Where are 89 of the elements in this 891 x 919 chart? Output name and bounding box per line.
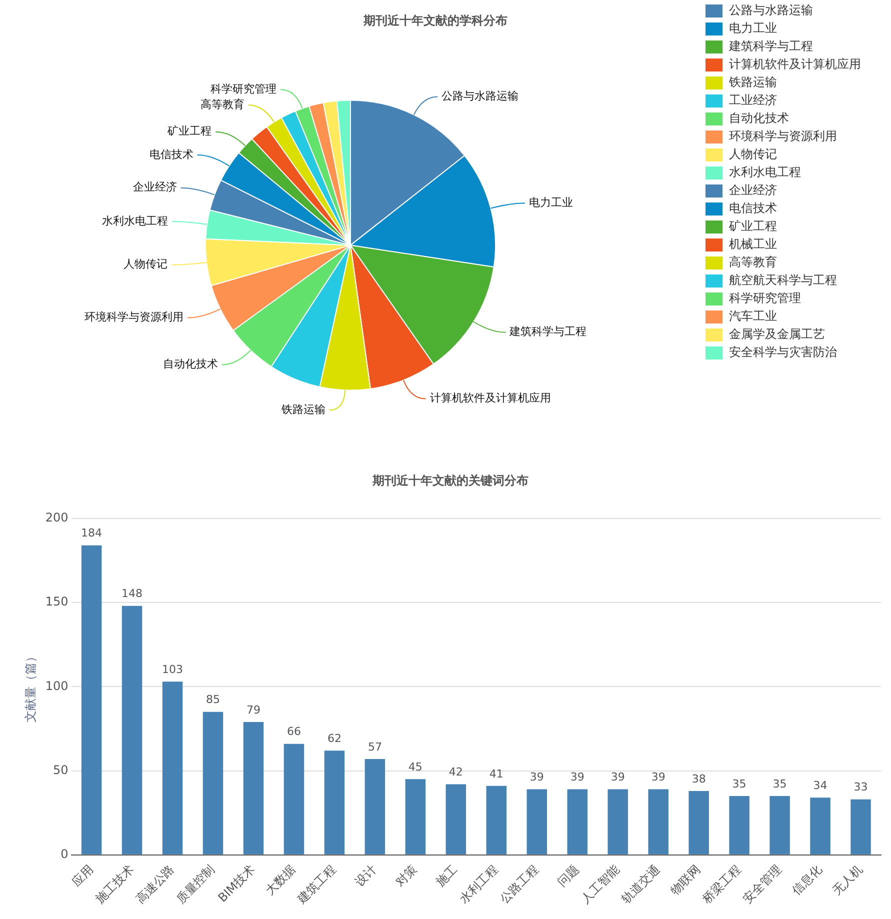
bar bbox=[648, 789, 668, 854]
x-tick-label: 信息化 bbox=[789, 862, 825, 898]
data-label: 38 bbox=[692, 772, 706, 786]
data-label: 35 bbox=[772, 777, 787, 790]
legend-label: 机械工业 bbox=[729, 237, 777, 252]
x-tick-label: 无人机 bbox=[830, 862, 866, 898]
slice-label: 电信技术 bbox=[149, 148, 194, 161]
bar bbox=[405, 779, 426, 854]
data-label: 39 bbox=[651, 770, 666, 784]
slice-label: 矿业工程 bbox=[166, 124, 212, 138]
legend-label: 航空航天科学与工程 bbox=[729, 273, 837, 288]
y-tick-label: 0 bbox=[60, 847, 68, 861]
slice-label: 自动化技术 bbox=[162, 358, 218, 371]
legend-label: 汽车工业 bbox=[729, 309, 777, 324]
legend-label: 矿业工程 bbox=[728, 219, 777, 234]
bar bbox=[526, 789, 547, 854]
bar bbox=[486, 786, 507, 854]
legend-label: 人物传记 bbox=[729, 147, 777, 162]
bar bbox=[284, 744, 304, 854]
data-label: 35 bbox=[732, 777, 746, 790]
data-label: 85 bbox=[206, 693, 220, 706]
legend-label: 科学研究管理 bbox=[729, 291, 801, 306]
y-axis-title: 文献量（篇） bbox=[23, 650, 38, 723]
legend-label: 金属学及金属工艺 bbox=[729, 327, 825, 342]
slice-label: 企业经济 bbox=[132, 180, 177, 194]
y-tick-label: 200 bbox=[45, 510, 68, 525]
data-label: 66 bbox=[286, 725, 301, 738]
y-tick-label: 50 bbox=[53, 762, 68, 777]
y-tick-label: 100 bbox=[45, 678, 68, 693]
bar bbox=[729, 796, 750, 854]
legend-label: 计算机软件及计算机应用 bbox=[729, 57, 861, 72]
data-label: 103 bbox=[162, 662, 184, 676]
bar bbox=[364, 758, 386, 854]
legend-label: 企业经济 bbox=[729, 183, 777, 198]
legend-label: 水利水电工程 bbox=[729, 165, 801, 180]
slice-label: 高等教育 bbox=[200, 98, 244, 111]
x-tick-label: 轨道交通 bbox=[618, 862, 663, 906]
bar bbox=[324, 750, 345, 854]
bar bbox=[162, 682, 183, 854]
slice-label: 人物传记 bbox=[124, 258, 168, 271]
slice-label: 计算机软件及计算机应用 bbox=[430, 392, 551, 405]
data-label: 57 bbox=[368, 740, 382, 754]
legend-label: 建筑科学与工程 bbox=[728, 39, 813, 54]
data-label: 39 bbox=[570, 770, 584, 784]
data-label: 42 bbox=[448, 766, 463, 779]
text: 期刊近十年文献的学科分布 bbox=[362, 13, 508, 28]
legend-label: 安全科学与灾害防治 bbox=[729, 345, 837, 360]
bar bbox=[608, 789, 628, 854]
bar bbox=[243, 722, 264, 854]
bar bbox=[850, 799, 871, 854]
data-label: 45 bbox=[408, 760, 422, 774]
slice-label: 电力工业 bbox=[529, 196, 574, 210]
legend-label: 高等教育 bbox=[729, 255, 777, 270]
x-tick-label: 对策 bbox=[392, 862, 420, 890]
legend-label: 公路与水路运输 bbox=[729, 3, 813, 18]
bar bbox=[810, 798, 830, 854]
slice-label: 建筑科学与工程 bbox=[508, 325, 587, 338]
data-label: 79 bbox=[246, 703, 260, 716]
slice-label: 水利水电工程 bbox=[102, 214, 168, 228]
bar bbox=[122, 606, 142, 854]
slice-label: 环境科学与资源利用 bbox=[84, 310, 184, 324]
legend-label: 工业经济 bbox=[729, 93, 777, 108]
data-label: 34 bbox=[813, 779, 828, 792]
bar bbox=[567, 789, 588, 854]
x-tick-label: 设计 bbox=[352, 862, 380, 890]
data-label: 39 bbox=[610, 770, 625, 784]
x-tick-label: 问题 bbox=[554, 862, 582, 890]
data-label: 148 bbox=[122, 587, 143, 600]
data-label: 184 bbox=[81, 526, 102, 540]
legend-label: 电信技术 bbox=[729, 201, 777, 216]
slice-label: 科学研究管理 bbox=[210, 82, 277, 96]
slice-label: 公路与水路运输 bbox=[442, 90, 519, 103]
bar bbox=[446, 784, 466, 854]
data-label: 62 bbox=[327, 732, 342, 745]
legend-label: 自动化技术 bbox=[729, 111, 789, 126]
data-label: 41 bbox=[489, 767, 504, 780]
chart-title: 期刊近十年文献的关键词分布 bbox=[372, 473, 528, 488]
slice-label: 铁路运输 bbox=[280, 402, 326, 416]
legend-label: 电力工业 bbox=[729, 21, 777, 36]
bar bbox=[81, 545, 102, 854]
data-label: 39 bbox=[530, 770, 544, 784]
y-tick-label: 150 bbox=[45, 594, 68, 609]
bar bbox=[202, 712, 224, 854]
x-tick-label: 大数据 bbox=[262, 862, 298, 898]
bar bbox=[688, 790, 709, 854]
data-label: 33 bbox=[854, 780, 868, 794]
legend-label: 铁路运输 bbox=[728, 75, 777, 90]
bar bbox=[770, 796, 790, 854]
legend-label: 环境科学与资源利用 bbox=[729, 129, 837, 144]
